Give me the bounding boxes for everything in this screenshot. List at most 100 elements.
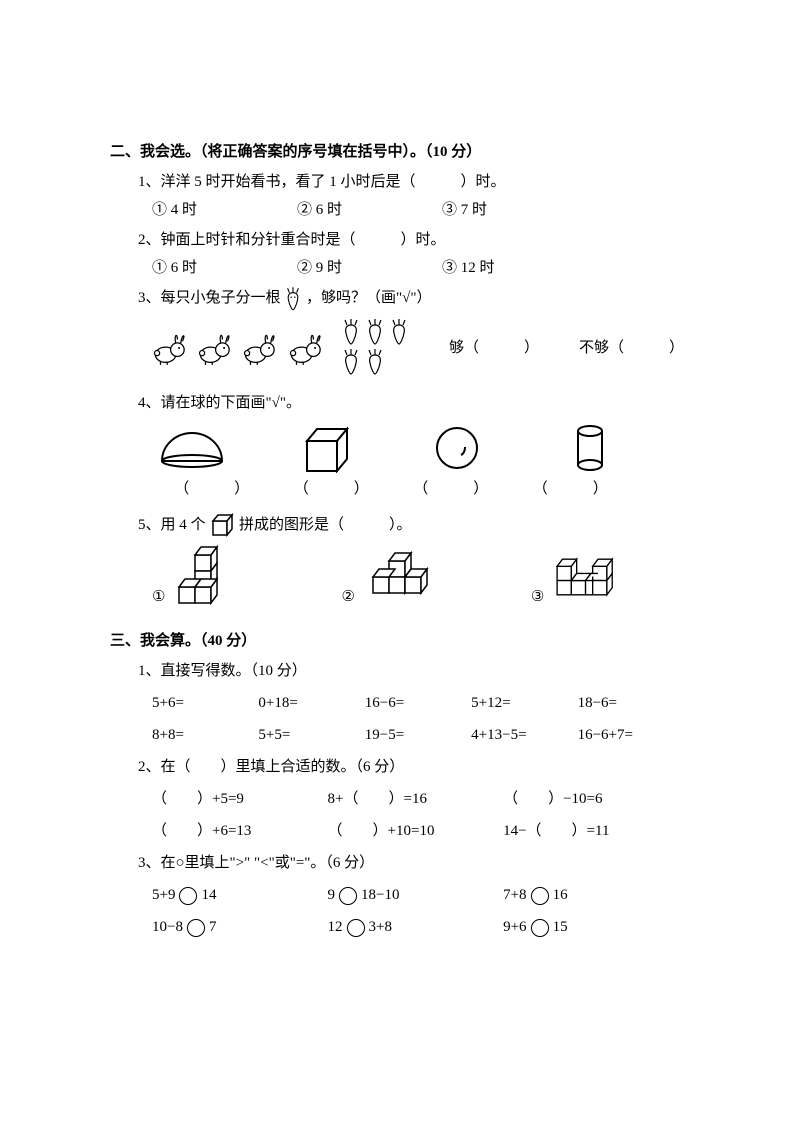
calc-cell: （ ）+10=10 (328, 819, 504, 843)
carrot-icon (284, 287, 302, 311)
calc-cell: 16−6+7= (578, 723, 684, 747)
circle-blank-icon (531, 887, 549, 905)
compare-cell: 9+6 15 (503, 915, 679, 939)
rhs: 18−10 (361, 887, 399, 903)
calc-cell: 16−6= (365, 691, 471, 715)
opt-label: ② (341, 585, 354, 609)
calc-cell: 4+13−5= (471, 723, 577, 747)
q1-text: 1、洋洋 5 时开始看书，看了 1 小时后是（ ）时。 (110, 170, 684, 194)
blocks-shape-2 (361, 545, 441, 609)
lhs: 9+6 (503, 919, 526, 935)
q2-options: ① 6 时 ② 9 时 ③ 12 时 (110, 256, 684, 280)
s3-q3-text: 3、在○里填上">" "<"或"="。（6 分） (110, 851, 684, 875)
calc-cell: 8+（ ）=16 (328, 787, 504, 811)
q5-text: 5、用 4 个 拼成的图形是（ ）。 (110, 513, 684, 538)
calc-cell: （ ）+5=9 (152, 787, 328, 811)
q3-prefix: 3、每只小兔子分一根 (138, 290, 281, 306)
q3-illustration: 够（ ） 不够（ ） (110, 319, 684, 377)
calc-cell: 5+5= (258, 723, 364, 747)
calc-cell: 5+6= (152, 691, 258, 715)
paren: （ ） (511, 477, 631, 501)
enough-label: 够（ ） (449, 336, 539, 360)
q1-opt-2: ② 6 时 (297, 198, 342, 222)
q2-text: 2、钟面上时针和分针重合时是（ ）时。 (110, 228, 684, 252)
compare-cell: 7+8 16 (503, 883, 679, 907)
lhs: 9 (328, 887, 336, 903)
section-2-title: 二、我会选。（将正确答案的序号填在括号中）。（10 分） (110, 140, 684, 164)
opt-label: ③ (531, 585, 544, 609)
s3-q3-row1: 5+9 14 9 18−10 7+8 16 (110, 883, 684, 907)
carrot-icon (365, 319, 385, 345)
q1-opt-1: ① 4 时 (152, 198, 197, 222)
calc-cell: 0+18= (258, 691, 364, 715)
carrot-icon (389, 319, 409, 345)
s3-q2-row2: （ ）+6=13 （ ）+10=10 14−（ ）=11 (110, 819, 684, 843)
shape-cylinder (550, 423, 630, 473)
carrot-icon (365, 349, 385, 375)
circle-blank-icon (531, 919, 549, 937)
s3-q1-row1: 5+6= 0+18= 16−6= 5+12= 18−6= (110, 691, 684, 715)
lhs: 10−8 (152, 919, 183, 935)
rhs: 15 (553, 919, 568, 935)
lhs: 5+9 (152, 887, 175, 903)
cube-icon (209, 513, 235, 537)
rabbit-icon (197, 327, 234, 369)
q5-options: ① ② ③ (110, 545, 684, 609)
rhs: 3+8 (369, 919, 392, 935)
s3-q1-row2: 8+8= 5+5= 19−5= 4+13−5= 16−6+7= (110, 723, 684, 747)
paren: （ ） (272, 477, 392, 501)
paren: （ ） (391, 477, 511, 501)
q5-prefix: 5、用 4 个 (138, 517, 206, 533)
rhs: 16 (553, 887, 568, 903)
q3-suffix: ，够吗？（画"√"） (306, 290, 431, 306)
s3-q3-row2: 10−8 7 12 3+8 9+6 15 (110, 915, 684, 939)
lhs: 7+8 (503, 887, 526, 903)
calc-cell: 14−（ ）=11 (503, 819, 679, 843)
s3-q2-row1: （ ）+5=9 8+（ ）=16 （ ）−10=6 (110, 787, 684, 811)
carrot-icon (341, 319, 361, 345)
circle-blank-icon (187, 919, 205, 937)
circle-blank-icon (339, 887, 357, 905)
q2-opt-2: ② 9 时 (297, 256, 342, 280)
rabbit-icon (288, 327, 325, 369)
calc-cell: 5+12= (471, 691, 577, 715)
q5-opt-3: ③ (531, 545, 630, 609)
q1-options: ① 4 时 ② 6 时 ③ 7 时 (110, 198, 684, 222)
shape-hemisphere (152, 423, 232, 473)
blocks-shape-3 (550, 545, 630, 609)
circle-blank-icon (347, 919, 365, 937)
q4-parens: （ ） （ ） （ ） （ ） (110, 477, 630, 501)
calc-cell: 19−5= (365, 723, 471, 747)
rhs: 14 (201, 887, 216, 903)
q4-text: 4、请在球的下面画"√"。 (110, 391, 684, 415)
q3-text: 3、每只小兔子分一根 ，够吗？（画"√"） (110, 286, 684, 311)
opt-label: ① (152, 585, 165, 609)
compare-cell: 5+9 14 (152, 883, 328, 907)
calc-cell: 18−6= (578, 691, 684, 715)
s3-q2-text: 2、在（ ）里填上合适的数。（6 分） (110, 755, 684, 779)
compare-cell: 9 18−10 (328, 883, 504, 907)
blocks-shape-1 (171, 545, 251, 609)
q5-suffix: 拼成的图形是（ ）。 (239, 517, 412, 533)
q4-shapes (110, 423, 630, 473)
q1-opt-3: ③ 7 时 (442, 198, 487, 222)
compare-cell: 12 3+8 (328, 915, 504, 939)
lhs: 12 (328, 919, 343, 935)
q5-opt-1: ① (152, 545, 251, 609)
carrot-group (333, 319, 411, 377)
q5-opt-2: ② (341, 545, 440, 609)
q2-opt-3: ③ 12 时 (442, 256, 495, 280)
paren: （ ） (152, 477, 272, 501)
s3-q1-text: 1、直接写得数。（10 分） (110, 659, 684, 683)
not-enough-label: 不够（ ） (579, 336, 684, 360)
section-3-title: 三、我会算。（40 分） (110, 629, 684, 653)
shape-sphere (417, 423, 497, 473)
rabbit-icon (242, 327, 279, 369)
rabbit-icon (152, 327, 189, 369)
calc-cell: 8+8= (152, 723, 258, 747)
shape-cube (285, 423, 365, 473)
q3-enough-labels: 够（ ） 不够（ ） (449, 336, 684, 360)
carrot-icon (341, 349, 361, 375)
rhs: 7 (209, 919, 217, 935)
compare-cell: 10−8 7 (152, 915, 328, 939)
